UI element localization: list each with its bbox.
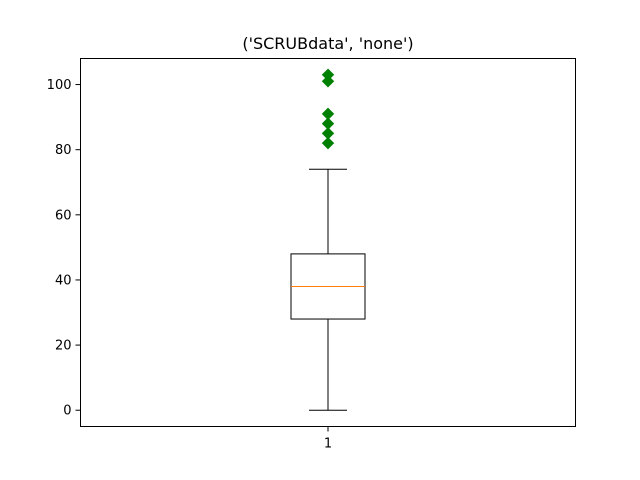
y-tick-label: 0 bbox=[63, 404, 71, 419]
chart-title: ('SCRUBdata', 'none') bbox=[242, 34, 413, 53]
y-tick-label: 60 bbox=[55, 208, 72, 223]
outlier-point bbox=[321, 136, 335, 150]
y-axis: 0 20 40 60 80 100 bbox=[47, 78, 81, 419]
outlier-markers bbox=[321, 68, 335, 150]
y-tick-label: 20 bbox=[55, 339, 72, 354]
outlier-point bbox=[321, 117, 335, 130]
x-tick-label: 1 bbox=[324, 437, 332, 452]
y-tick-label: 80 bbox=[55, 143, 72, 158]
outlier-point bbox=[321, 127, 335, 140]
outlier-point bbox=[321, 107, 335, 121]
y-tick-label: 40 bbox=[55, 273, 72, 288]
box-group bbox=[290, 168, 366, 411]
outlier-point bbox=[321, 68, 335, 81]
outlier-point bbox=[321, 75, 335, 88]
x-axis: 1 bbox=[324, 426, 332, 452]
y-tick-label: 100 bbox=[47, 78, 72, 93]
